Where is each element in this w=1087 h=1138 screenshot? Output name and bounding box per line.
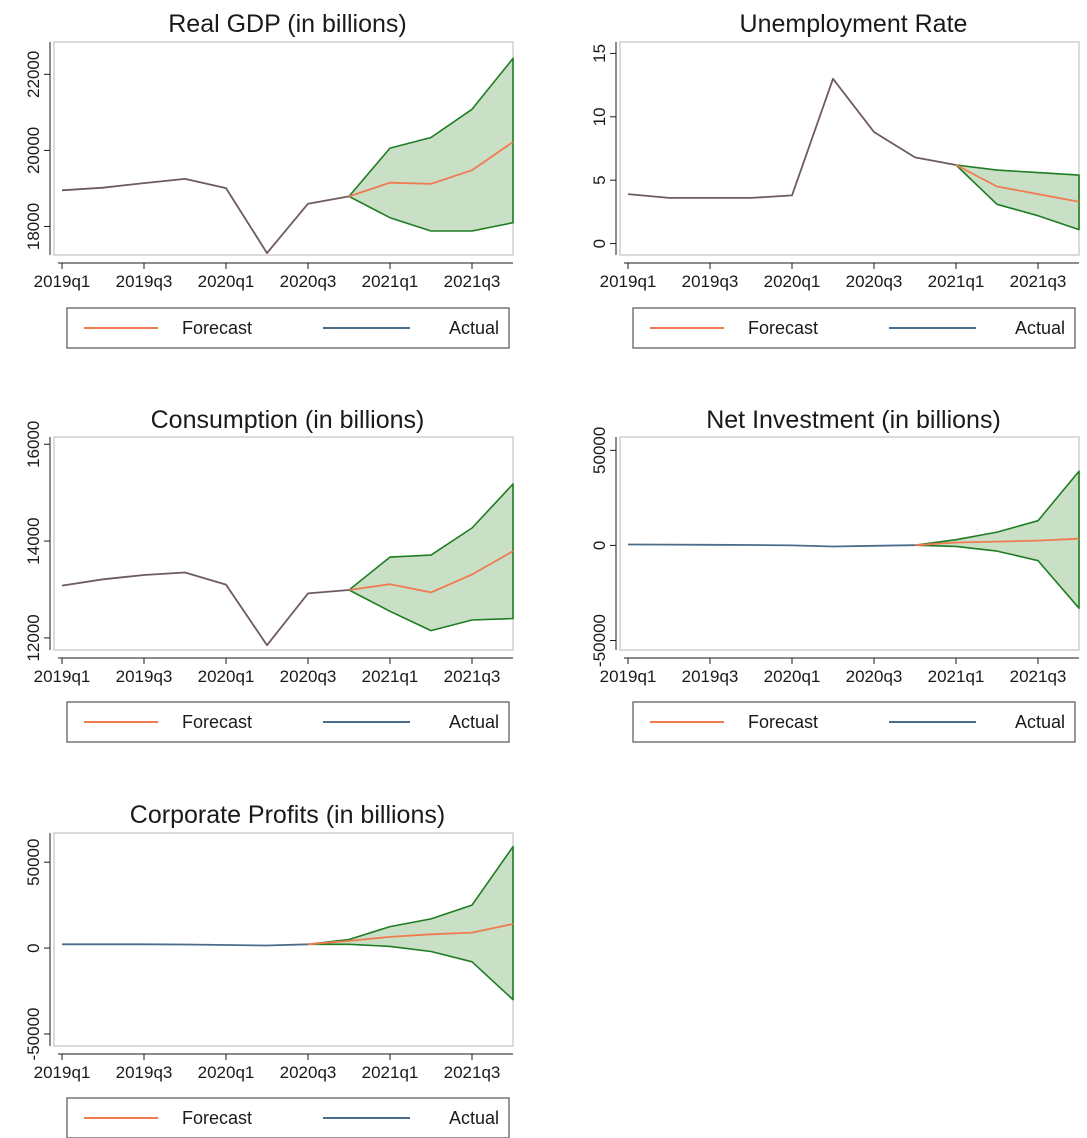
x-tick-label: 2021q3 xyxy=(1010,667,1067,686)
y-tick-label: 0 xyxy=(590,239,609,248)
forecast-legend-label: Forecast xyxy=(182,318,252,338)
forecast-series-line xyxy=(307,923,514,946)
forecast-legend-label: Forecast xyxy=(748,318,818,338)
forecast-legend-label: Forecast xyxy=(748,712,818,732)
chart-legend: Forecast Actual xyxy=(66,1097,510,1138)
forecast-legend-label: Forecast xyxy=(182,1108,252,1128)
x-tick-label: 2021q1 xyxy=(362,667,419,686)
x-tick-label: 2019q1 xyxy=(34,667,91,686)
confidence-band xyxy=(348,483,514,632)
x-tick-label: 2020q1 xyxy=(764,272,821,291)
actual-legend-label: Actual xyxy=(1015,712,1065,732)
x-tick-label: 2019q1 xyxy=(34,272,91,291)
chart-legend: Forecast Actual xyxy=(632,701,1076,743)
forecast-series-line xyxy=(348,141,514,198)
x-tick-label: 2019q3 xyxy=(116,272,173,291)
confidence-band xyxy=(348,57,514,232)
y-tick-label: 5 xyxy=(590,175,609,184)
x-tick-label: 2020q3 xyxy=(846,667,903,686)
x-tick-label: 2020q1 xyxy=(764,667,821,686)
actual-legend-label: Actual xyxy=(449,712,499,732)
y-tick-label: 12000 xyxy=(24,614,43,661)
x-tick-label: 2021q1 xyxy=(928,667,985,686)
chart-panel: Corporate Profits (in billions) -50000 0 50… xyxy=(24,801,514,1138)
chart-legend: Forecast Actual xyxy=(66,701,510,743)
y-tick-label: 50000 xyxy=(590,427,609,474)
forecast-series-line xyxy=(955,164,1080,203)
actual-series-line xyxy=(61,178,350,254)
y-tick-label: 18000 xyxy=(24,203,43,250)
x-tick-label: 2020q3 xyxy=(846,272,903,291)
actual-series-line xyxy=(627,543,916,548)
chart-title: Net Investment (in billions) xyxy=(706,406,1001,434)
chart-title: Consumption (in billions) xyxy=(151,406,425,434)
actual-legend-label: Actual xyxy=(449,1108,499,1128)
y-tick-label: 15 xyxy=(590,44,609,63)
x-tick-label: 2019q3 xyxy=(116,667,173,686)
x-tick-label: 2021q3 xyxy=(444,272,501,291)
x-tick-label: 2019q1 xyxy=(600,272,657,291)
y-tick-label: 0 xyxy=(24,943,43,952)
x-tick-label: 2020q3 xyxy=(280,667,337,686)
chart-title: Corporate Profits (in billions) xyxy=(130,801,445,829)
chart-legend: Forecast Actual xyxy=(632,307,1076,349)
x-tick-label: 2019q1 xyxy=(34,1063,91,1082)
x-tick-label: 2021q3 xyxy=(1010,272,1067,291)
x-tick-label: 2020q1 xyxy=(198,1063,255,1082)
chart-legend: Forecast Actual xyxy=(66,307,510,349)
x-tick-label: 2019q1 xyxy=(600,667,657,686)
y-tick-label: 10 xyxy=(590,107,609,126)
actual-series-line xyxy=(61,571,350,647)
confidence-band xyxy=(307,845,514,1001)
x-tick-label: 2020q1 xyxy=(198,667,255,686)
confidence-band xyxy=(914,470,1080,609)
y-tick-label: 22000 xyxy=(24,51,43,98)
forecast-series-line xyxy=(348,550,514,594)
x-tick-label: 2020q3 xyxy=(280,272,337,291)
actual-series-line xyxy=(62,943,309,947)
chart-panel: Consumption (in billions) 12000 14000 16000… xyxy=(24,406,514,743)
x-tick-label: 2021q1 xyxy=(362,1063,419,1082)
chart-panel: Unemployment Rate 0 5 10 15 2019q1 2019q3 2020q… xyxy=(590,10,1080,349)
x-tick-label: 2021q3 xyxy=(444,1063,501,1082)
y-tick-label: 0 xyxy=(590,541,609,550)
plot-frame xyxy=(619,41,1080,256)
y-tick-label: -50000 xyxy=(24,1008,43,1061)
x-tick-label: 2020q1 xyxy=(198,272,255,291)
actual-legend-label: Actual xyxy=(449,318,499,338)
x-tick-label: 2020q3 xyxy=(280,1063,337,1082)
y-tick-label: 14000 xyxy=(24,517,43,564)
x-tick-label: 2021q1 xyxy=(362,272,419,291)
x-tick-label: 2019q3 xyxy=(116,1063,173,1082)
chart-panel: Net Investment (in billions) -50000 0 50000… xyxy=(590,406,1080,743)
y-tick-label: 50000 xyxy=(24,839,43,886)
forecast-series-line xyxy=(914,537,1080,547)
y-tick-label: 16000 xyxy=(24,421,43,468)
forecast-legend-label: Forecast xyxy=(182,712,252,732)
chart-title: Unemployment Rate xyxy=(740,10,968,38)
actual-series-line xyxy=(627,77,957,199)
x-tick-label: 2019q3 xyxy=(682,272,739,291)
x-tick-label: 2021q3 xyxy=(444,667,501,686)
chart-panel: Real GDP (in billions) 18000 20000 22000 201… xyxy=(24,10,514,349)
x-tick-label: 2021q1 xyxy=(928,272,985,291)
y-tick-label: 20000 xyxy=(24,127,43,174)
actual-legend-label: Actual xyxy=(1015,318,1065,338)
x-tick-label: 2019q3 xyxy=(682,667,739,686)
chart-title: Real GDP (in billions) xyxy=(168,10,407,38)
y-tick-label: -50000 xyxy=(590,614,609,667)
